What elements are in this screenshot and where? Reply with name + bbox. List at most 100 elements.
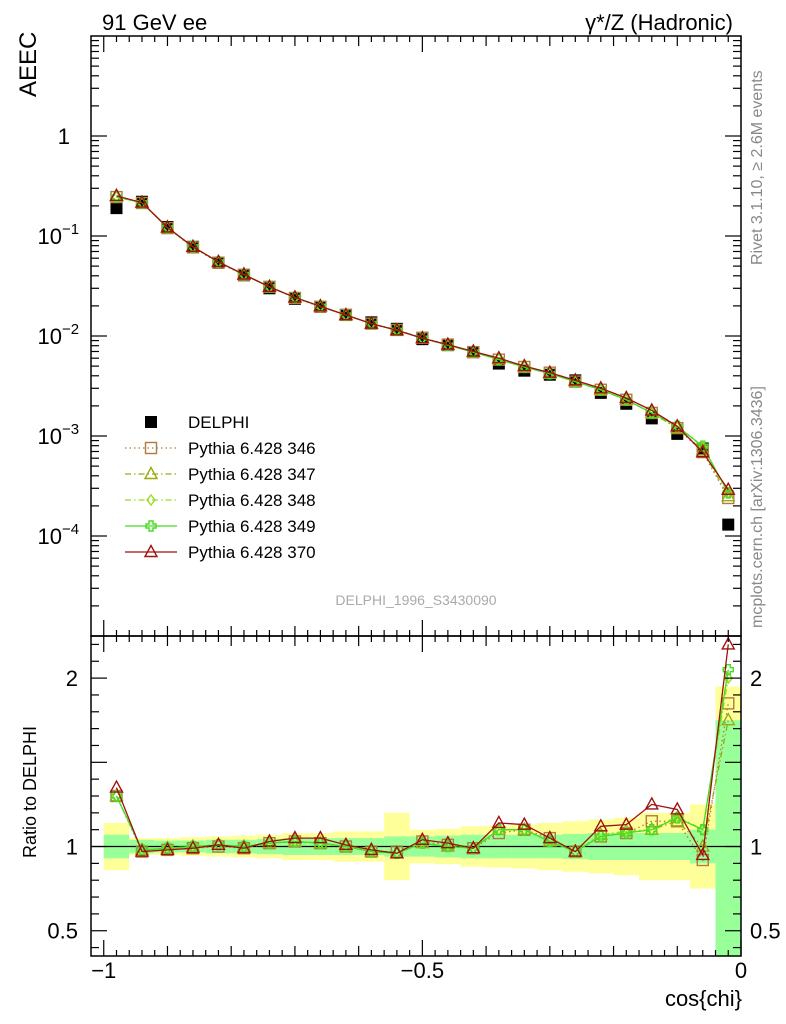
x-tick-label: −0.5 [401, 958, 444, 983]
x-axis-title: cos{chi} [665, 986, 742, 1011]
ratio-point-pythia-6-428-349 [620, 827, 632, 839]
legend-label: Pythia 6.428 349 [188, 517, 316, 536]
ratio-point-pythia-6-428-347 [721, 712, 736, 726]
ratio-panel-series [109, 636, 736, 867]
main-point-pythia-6-428-370 [644, 402, 659, 416]
main-point-pythia-6-428-349 [697, 440, 709, 452]
ratio-point-pythia-6-428-370 [134, 843, 150, 857]
ratio-point-pythia-6-428-349 [595, 830, 607, 843]
ratio-point-pythia-6-428-370 [466, 840, 481, 854]
main-point-pythia-6-428-370 [517, 358, 532, 372]
legend-label: Pythia 6.428 348 [188, 491, 316, 510]
x-tick-label: 0 [735, 958, 747, 983]
ratio-point-pythia-6-428-370 [236, 840, 252, 854]
ratio-point-pythia-6-428-370 [593, 818, 608, 832]
ratio-line-pythia-6-428-370 [115, 644, 729, 858]
main-line-pythia-6-428-370 [116, 195, 729, 491]
ratio-y-tick-label-left: 2 [66, 666, 78, 691]
rivet-version-note: Rivet 3.1.10, ≥ 2.6M events [749, 70, 766, 265]
ratio-y-tick-label-right: 1 [750, 835, 762, 860]
legend-marker-delphi [145, 416, 157, 428]
main-y-tick-exponent: −2 [62, 321, 79, 338]
main-y-tick-label: 10 [38, 524, 62, 549]
legend-marker-pythia-6-428-346 [144, 441, 158, 455]
legend-label: DELPHI [188, 413, 249, 432]
main-point-pythia-6-428-370 [619, 390, 634, 404]
ratio-point-pythia-6-428-370 [338, 836, 354, 851]
ratio-point-pythia-6-428-346 [645, 815, 658, 828]
ratio-point-pythia-6-428-370 [287, 830, 303, 844]
legend-marker-pythia-6-428-370 [143, 544, 159, 558]
ratio-frame [90, 635, 742, 957]
main-point-pythia-6-428-370 [593, 380, 608, 394]
ratio-point-pythia-6-428-370 [389, 845, 405, 859]
main-point-pythia-6-428-349 [110, 191, 123, 203]
main-point-pythia-6-428-349 [620, 394, 632, 406]
main-y-tick-label: 1 [58, 124, 70, 149]
main-point-pythia-6-428-370 [695, 444, 710, 458]
main-y-tick-exponent: −3 [62, 421, 79, 438]
main-point-pythia-6-428-370 [109, 187, 124, 202]
main-point-delphi [110, 202, 123, 215]
ratio-y-tick-label-right: 0.5 [750, 919, 781, 944]
ratio-point-pythia-6-428-370 [262, 833, 277, 847]
ratio-panel-axes: 0.5 0.5 1 1 2 2 −1 −0.5 0 [47, 635, 781, 983]
ratio-point-pythia-6-428-370 [440, 835, 456, 849]
legend-entry-pythia-6-428-347: Pythia 6.428 347 [125, 465, 316, 484]
main-point-pythia-6-428-349 [569, 375, 582, 388]
ratio-point-pythia-6-428-349 [340, 840, 352, 853]
ratio-point-pythia-6-428-349 [671, 812, 683, 824]
main-point-pythia-6-428-370 [466, 343, 481, 357]
main-y-tick-label: 10 [38, 324, 62, 349]
ratio-point-pythia-6-428-370 [695, 846, 710, 861]
main-point-pythia-6-428-370 [236, 266, 252, 280]
ratio-point-pythia-6-428-370 [185, 840, 201, 854]
main-point-pythia-6-428-370 [185, 238, 201, 252]
ratio-y-tick-label-left: 0.5 [47, 919, 78, 944]
legend-entry-pythia-6-428-346: Pythia 6.428 346 [125, 439, 316, 458]
ratio-y-tick-label-right: 2 [750, 666, 762, 691]
main-point-pythia-6-428-370 [364, 315, 379, 329]
legend-marker-pythia-6-428-347 [143, 466, 159, 480]
legend-marker-pythia-6-428-349 [145, 520, 157, 532]
legend-entry-pythia-6-428-349: Pythia 6.428 349 [125, 517, 316, 536]
mcplots-site-note: mcplots.cern.ch [arXiv:1306.3436] [749, 386, 766, 628]
main-y-tick-exponent: −4 [62, 521, 79, 538]
legend-label: Pythia 6.428 346 [188, 439, 316, 458]
main-point-pythia-6-428-370 [287, 289, 303, 303]
main-point-pythia-6-428-370 [134, 194, 150, 208]
ratio-point-pythia-6-428-370 [542, 830, 558, 844]
legend-entry-delphi: DELPHI [145, 413, 249, 432]
main-point-pythia-6-428-370 [389, 322, 405, 336]
main-panel-axes: 10 −410 −310 −210 −11 [38, 35, 742, 637]
ratio-point-pythia-6-428-370 [568, 843, 583, 857]
ratio-point-pythia-6-428-370 [491, 814, 507, 829]
main-point-pythia-6-428-370 [491, 350, 507, 364]
ratio-point-pythia-6-428-370 [313, 830, 328, 844]
ratio-point-pythia-6-428-348 [723, 671, 734, 685]
main-point-pythia-6-428-370 [211, 254, 226, 268]
main-y-tick-exponent: −1 [62, 221, 79, 238]
main-point-pythia-6-428-370 [338, 307, 354, 321]
main-point-pythia-6-428-370 [262, 278, 277, 293]
main-point-pythia-6-428-370 [568, 372, 583, 386]
ratio-y-axis-title: Ratio to DELPHI [20, 726, 40, 858]
x-tick-label: −1 [91, 958, 116, 983]
analysis-watermark: DELPHI_1996_S3430090 [335, 592, 496, 608]
main-point-pythia-6-428-370 [440, 336, 456, 350]
ratio-y-tick-label-left: 1 [66, 835, 78, 860]
main-y-axis-title: AEEC [15, 32, 42, 97]
main-point-pythia-6-428-370 [160, 219, 175, 233]
ratio-point-pythia-6-428-349 [646, 823, 658, 836]
ratio-point-pythia-6-428-370 [109, 779, 124, 793]
legend-label: Pythia 6.428 370 [188, 543, 316, 562]
main-series-pythia-6-428-370 [109, 187, 736, 495]
ratio-series-pythia-6-428-370 [109, 636, 736, 861]
header-left-label: 91 GeV ee [102, 10, 207, 35]
main-point-pythia-6-428-370 [415, 330, 430, 344]
ratio-point-pythia-6-428-370 [644, 796, 659, 810]
main-point-pythia-6-428-370 [721, 481, 736, 495]
ratio-point-pythia-6-428-370 [364, 841, 379, 856]
main-panel-series [109, 187, 736, 531]
